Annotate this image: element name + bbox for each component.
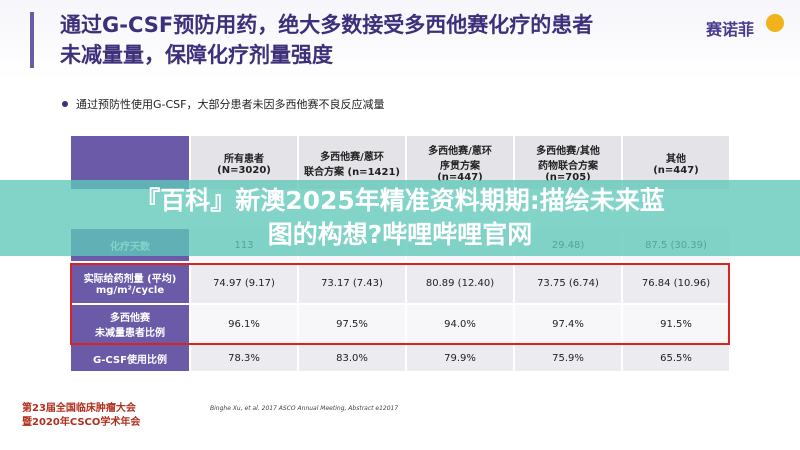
cell: 79.9% bbox=[406, 344, 514, 372]
logo: 赛诺菲 bbox=[706, 20, 755, 39]
cell: 74.97 (9.17) bbox=[190, 262, 298, 304]
column-header-line: (N=3020) bbox=[217, 164, 271, 176]
cell-text: 75.9% bbox=[552, 352, 584, 364]
title: 通过G-CSF预防用药，绝大多数接受多西他赛化疗的患者 未减量量，保障化疗剂量强度 bbox=[60, 10, 593, 70]
row-label-line: mg/m²/cycle bbox=[95, 285, 165, 296]
conference-line: 暨2020年CSCO学术年会 bbox=[22, 417, 141, 428]
column-header-line: 多西他赛/蒽环 bbox=[320, 151, 384, 163]
conference-line: 第23届全国临床肿瘤大会 bbox=[22, 403, 136, 414]
title-line: 未减量量，保障化疗剂量强度 bbox=[60, 43, 333, 67]
cell-text: 91.5% bbox=[660, 318, 692, 330]
column-header-line: 多西他赛/其他 bbox=[536, 146, 600, 157]
title-line: 通过G-CSF预防用药，绝大多数接受多西他赛化疗的患者 bbox=[60, 13, 594, 37]
cell: 78.3% bbox=[190, 344, 298, 372]
cell-text: 80.89 (12.40) bbox=[425, 277, 495, 289]
cell-text: 73.75 (6.74) bbox=[537, 277, 599, 289]
bullet-dot bbox=[62, 101, 68, 107]
row-label: 多西他赛未减量患者比例 bbox=[70, 304, 190, 344]
cell-text: 97.5% bbox=[336, 318, 368, 330]
row-label-line: 未减量患者比例 bbox=[95, 328, 165, 339]
cell-text: 96.1% bbox=[228, 318, 260, 330]
cell: 73.17 (7.43) bbox=[298, 262, 406, 304]
cell: 97.4% bbox=[514, 304, 622, 344]
bullet: 通过预防性使用G-CSF，大部分患者未因多西他赛不良反应减量 bbox=[76, 98, 385, 111]
row-label-line: 实际给药剂量 (平均) bbox=[83, 274, 177, 285]
cell-text: 65.5% bbox=[660, 352, 692, 364]
row-label: G-CSF使用比例 bbox=[70, 344, 190, 372]
column-header-line: (n=447) bbox=[437, 172, 483, 183]
title-bg bbox=[0, 0, 800, 80]
title-accent bbox=[30, 12, 34, 68]
row-label-line: G-CSF使用比例 bbox=[93, 354, 167, 366]
logo-icon bbox=[766, 14, 784, 32]
cell: 83.0% bbox=[298, 344, 406, 372]
column-header-line: 联合方案 (n=1421) bbox=[304, 166, 400, 178]
banner-bg bbox=[0, 180, 800, 256]
highlight-box bbox=[70, 263, 730, 345]
cell-text: 73.17 (7.43) bbox=[321, 277, 383, 289]
column-header-line: 所有患者 bbox=[224, 153, 264, 165]
row-label: 实际给药剂量 (平均) mg/m²/cycle bbox=[70, 262, 190, 304]
cell: 94.0% bbox=[406, 304, 514, 344]
cell: 80.89 (12.40) bbox=[406, 262, 514, 304]
cell: 96.1% bbox=[190, 304, 298, 344]
cell-text: 76.84 (10.96) bbox=[641, 277, 711, 289]
column-header-line: 其他 bbox=[666, 153, 686, 165]
cell: 65.5% bbox=[622, 344, 730, 372]
cell: 73.75 (6.74) bbox=[514, 262, 622, 304]
banner-line: 『百科』新澳2025年精准资料期期:描绘未来蓝 bbox=[135, 186, 665, 215]
cell-text: 97.4% bbox=[552, 318, 584, 330]
cell-text: 94.0% bbox=[444, 318, 476, 330]
footnote: Binghe Xu, et al. 2017 ASCO Annual Meeti… bbox=[210, 405, 399, 412]
column-header-line: (n=447) bbox=[653, 164, 699, 176]
cell-text: 74.97 (9.17) bbox=[213, 277, 275, 289]
row-label-line: 多西他赛 bbox=[110, 313, 150, 324]
banner: 『百科』新澳2025年精准资料期期:描绘未来蓝 图的构想?哔哩哔哩官网 bbox=[0, 184, 800, 252]
cell-text: 83.0% bbox=[336, 352, 368, 364]
banner-line: 图的构想?哔哩哔哩官网 bbox=[267, 220, 533, 249]
cell: 91.5% bbox=[622, 304, 730, 344]
column-header-line: (n=705) bbox=[545, 172, 591, 183]
cell-text: 79.9% bbox=[444, 352, 476, 364]
cell: 75.9% bbox=[514, 344, 622, 372]
column-header-line: 药物联合方案 bbox=[538, 161, 598, 172]
cell-text: 78.3% bbox=[228, 352, 260, 364]
column-header-line: 序贯方案 bbox=[440, 161, 480, 172]
conference: 第23届全国临床肿瘤大会 暨2020年CSCO学术年会 bbox=[22, 402, 140, 430]
column-header-line: 多西他赛/蒽环 bbox=[428, 146, 492, 157]
